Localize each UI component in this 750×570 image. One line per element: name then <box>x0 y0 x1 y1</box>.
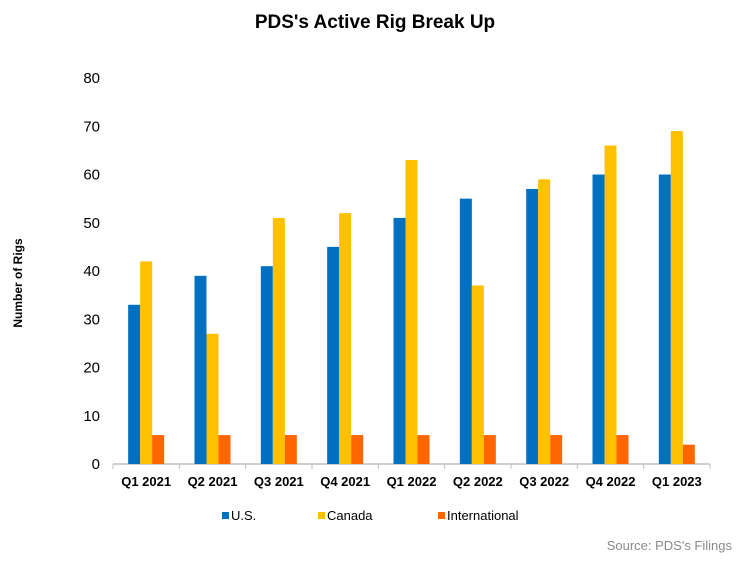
bar-international <box>152 435 165 464</box>
bar-canada <box>272 217 285 464</box>
source-note: Source: PDS's Filings <box>606 538 732 553</box>
bar-canada <box>538 179 551 464</box>
bar-international <box>550 435 563 464</box>
y-tick-label: 80 <box>83 70 100 87</box>
bar-international <box>351 435 364 464</box>
legend-label: U.S. <box>231 508 256 523</box>
x-tick-label: Q2 2022 <box>453 474 503 489</box>
legend-swatch <box>222 512 229 519</box>
chart-title: PDS's Active Rig Break Up <box>254 12 496 33</box>
bar-canada <box>405 160 418 464</box>
bar-u-s <box>526 188 539 464</box>
legend-label: Canada <box>327 508 373 523</box>
bar-u-s <box>260 266 273 464</box>
y-tick-label: 10 <box>83 408 100 425</box>
x-tick-label: Q2 2021 <box>188 474 238 489</box>
y-tick-label: 70 <box>83 118 100 135</box>
x-tick-label: Q1 2022 <box>387 474 437 489</box>
x-tick-label: Q1 2023 <box>652 474 702 489</box>
bar-international <box>483 435 496 464</box>
bar-u-s <box>194 275 207 464</box>
bar-canada <box>604 145 617 465</box>
x-tick-label: Q4 2021 <box>320 474 370 489</box>
bar-international <box>417 435 430 464</box>
y-tick-label: 0 <box>92 456 100 473</box>
bar-international <box>682 444 695 464</box>
legend-swatch <box>318 512 325 519</box>
bar-canada <box>339 213 352 464</box>
y-tick-label: 50 <box>83 215 100 232</box>
bar-canada <box>206 333 219 464</box>
y-tick-label: 40 <box>83 263 100 280</box>
y-tick-label: 30 <box>83 311 100 328</box>
x-tick-label: Q3 2022 <box>519 474 569 489</box>
x-tick-label: Q1 2021 <box>121 474 171 489</box>
y-tick-label: 20 <box>83 360 100 377</box>
legend-label: International <box>447 508 519 523</box>
bar-international <box>284 435 297 464</box>
bar-u-s <box>327 246 340 464</box>
bar-canada <box>471 285 484 464</box>
bar-canada <box>670 131 683 464</box>
bar-u-s <box>592 174 605 464</box>
bar-canada <box>140 261 153 464</box>
bar-u-s <box>658 174 671 464</box>
bar-u-s <box>128 304 141 464</box>
bar-u-s <box>393 217 406 464</box>
x-tick-label: Q3 2021 <box>254 474 304 489</box>
legend-swatch <box>438 512 445 519</box>
x-tick-label: Q4 2022 <box>586 474 636 489</box>
bar-international <box>218 435 231 464</box>
bar-international <box>616 435 629 464</box>
y-tick-label: 60 <box>83 167 100 184</box>
bar-u-s <box>459 198 472 464</box>
